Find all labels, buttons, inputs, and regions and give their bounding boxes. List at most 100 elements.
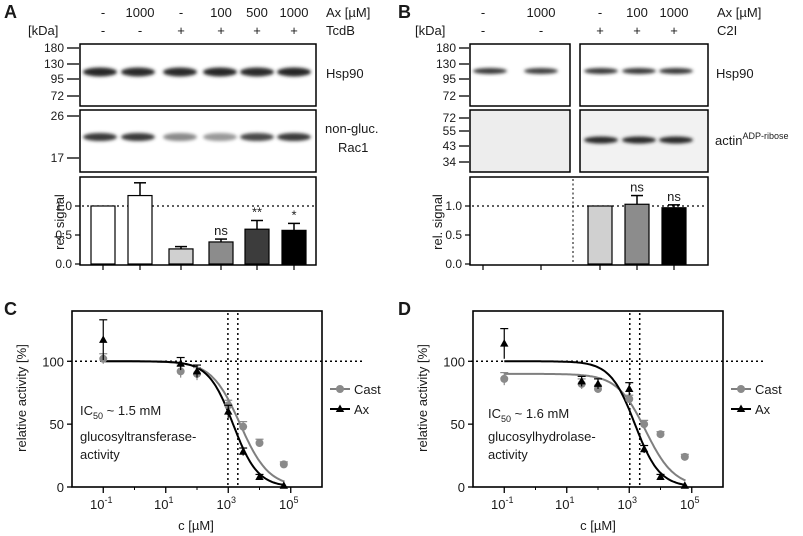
panel-d-ytick-label-2: 100	[443, 354, 465, 369]
panel-b-bar-0	[587, 205, 613, 265]
panel-c-xtick-label-1: 101	[154, 495, 173, 512]
panel-a-header-conc-2: -	[179, 5, 183, 20]
panel-b-bar-frame	[469, 176, 709, 266]
panel-b-blot1-marker-2: 95	[443, 72, 457, 86]
panel-a-header-conc-0: -	[101, 5, 105, 20]
panel-b-header-conc-4: 1000	[660, 5, 689, 20]
panel-a-blot2-band-5	[277, 133, 311, 141]
panel-c-cast-point-6	[279, 460, 288, 469]
panel-d-legend: Cast Ax	[731, 382, 782, 417]
panel-d-fit-curve-cast	[504, 372, 686, 482]
panel-b-header-treat-0: -	[481, 23, 485, 38]
panel-d-ytick-label-0: 0	[458, 480, 465, 495]
panel-d-xtick-label-0: 10-1	[491, 495, 513, 512]
panel-a-blot2-label-line2: Rac1	[338, 140, 368, 155]
panel-c-ic50: IC50 ~ 1.5 mM	[80, 403, 161, 421]
panel-d-ax-point-0	[500, 339, 509, 347]
panel-a-bar-yaxis: 0.0 0.5 1.0	[55, 199, 80, 271]
panel-b-blot2-marker-0: 72	[443, 111, 457, 125]
panel-b-bar-ytick-label-2: 1.0	[445, 199, 462, 213]
panel-d-activity-line1: glucosylhydrolase-	[488, 429, 596, 444]
panel-a-blot1-band-3	[203, 67, 237, 77]
panel-c-ax-point-6	[279, 481, 289, 489]
panel-b-blot1-marker-1: 130	[436, 57, 456, 71]
panel-a-blot1-marker-2: 95	[51, 72, 65, 86]
panel-a-blot2-band-3	[203, 133, 237, 141]
panel-d-ax-point-2	[593, 379, 603, 387]
panel-b: B [kDa] Ax [µM] C2I - - 1000 - - +100 +1000 + H…	[398, 2, 788, 271]
panel-b-blot1-band-2	[584, 68, 618, 74]
panel-c-ax-point-4	[238, 447, 248, 455]
panel-d-ax-point-4	[639, 444, 649, 453]
panel-c-ytick-label-1: 50	[50, 417, 64, 432]
panel-a-blot1-band-1	[121, 67, 155, 77]
panel-b-header-treat-2: +	[596, 23, 604, 38]
panel-a-bar-4	[244, 228, 270, 265]
panel-c-ytick-label-2: 100	[42, 354, 64, 369]
panel-b-blot1-band-4	[659, 68, 693, 74]
panel-d-cast-point-5	[656, 430, 665, 439]
panel-d-ax-point-6	[680, 481, 690, 489]
panel-a-bar-0	[90, 205, 116, 265]
panel-a-blot1-frame	[79, 43, 317, 107]
panel-a-blot1-band-2	[163, 67, 197, 77]
panel-c-ax-point-3	[224, 407, 233, 415]
panel-c-legend-cast-label: Cast	[354, 382, 381, 397]
panel-a-blot2-bands	[83, 133, 311, 141]
panel-d-label: D	[398, 299, 411, 319]
panel-a-blot1-marker-0: 180	[44, 41, 64, 55]
panel-b-bar-1	[624, 203, 650, 265]
panel-a-bar-ytick-label-0: 0.0	[55, 257, 72, 271]
panel-a-conc-label: Ax [µM]	[326, 5, 370, 20]
panel-a-blot1-marker-3: 72	[51, 89, 65, 103]
panel-c-activity-line2: activity	[80, 447, 120, 462]
panel-a-header-treat-5: +	[290, 23, 298, 38]
panel-a-bar-1	[127, 194, 153, 265]
panel-b-blot1-band-1	[524, 68, 558, 74]
panel-b-blot2-band-1	[622, 136, 656, 144]
panel-c-legend-ax-marker	[335, 404, 345, 412]
panel-d-xtick-label-3: 105	[680, 495, 699, 512]
panel-d-ax-point-5	[656, 472, 665, 480]
panel-a-header-conc-5: 1000	[280, 5, 309, 20]
panel-c-xtick-label-2: 103	[217, 495, 236, 512]
panel-c-label: C	[4, 299, 17, 319]
panel-c-xtick-label-3: 105	[279, 495, 298, 512]
panel-b-label: B	[398, 2, 411, 22]
panel-a-header-conc-4: 500	[246, 5, 268, 20]
panel-b-header-treat-1: -	[539, 23, 543, 38]
panel-a-blot1-band-4	[240, 67, 274, 77]
panel-b-blot1-marker-3: 72	[443, 89, 457, 103]
panel-b-treat-label: C2I	[717, 23, 737, 38]
panel-a-header-conc-1: 1000	[126, 5, 155, 20]
panel-b-blot2-band-0	[584, 136, 618, 144]
panel-a-bar-ylabel: rel. signal	[52, 194, 67, 250]
panel-d-xtick-label-2: 103	[618, 495, 637, 512]
panel-b-header-conc-2: -	[598, 5, 602, 20]
panel-b-blot1-band-0	[473, 68, 507, 74]
panel-d-ic50: IC50 ~ 1.6 mM	[488, 406, 569, 424]
panel-b-blot2-marker-2: 43	[443, 139, 457, 153]
panel-d-legend-cast-marker	[737, 385, 745, 393]
panel-a-blot2-label-line1: non-gluc.	[325, 121, 378, 136]
panel-a-bar-5	[281, 229, 307, 265]
panel-a-blot1-band-0	[83, 67, 117, 77]
panel-a-blot1-marker-1: 130	[44, 57, 64, 71]
panel-a-header-treat-3: +	[217, 23, 225, 38]
panel-c-ax-point-5	[255, 472, 264, 480]
panel-b-blot1-label: Hsp90	[716, 66, 754, 81]
panel-a-bar-ytick-label-1: 0.5	[55, 228, 72, 242]
panel-b-blot1-band-3	[622, 68, 656, 74]
panel-d: D relative activity [%] c [µM] 0 50 100 10-…	[398, 299, 782, 533]
panel-a-blot2-marker-1: 17	[51, 151, 65, 165]
panel-a-header: Ax [µM] TcdB - - 1000 - - +100 +500 +1000 +	[101, 5, 371, 38]
panel-c-legend-cast-marker	[336, 385, 344, 393]
panel-c-cast-point-1	[176, 367, 185, 376]
panel-c-axes: 0 50 100 10-1 101 103 105	[42, 354, 298, 512]
panel-d-xlabel: c [µM]	[580, 518, 616, 533]
panel-d-cast-point-3	[625, 395, 634, 403]
panel-d-legend-ax-marker	[736, 404, 746, 412]
panel-d-xtick-label-1: 101	[555, 495, 574, 512]
panel-c-ax-point-1	[176, 359, 185, 367]
